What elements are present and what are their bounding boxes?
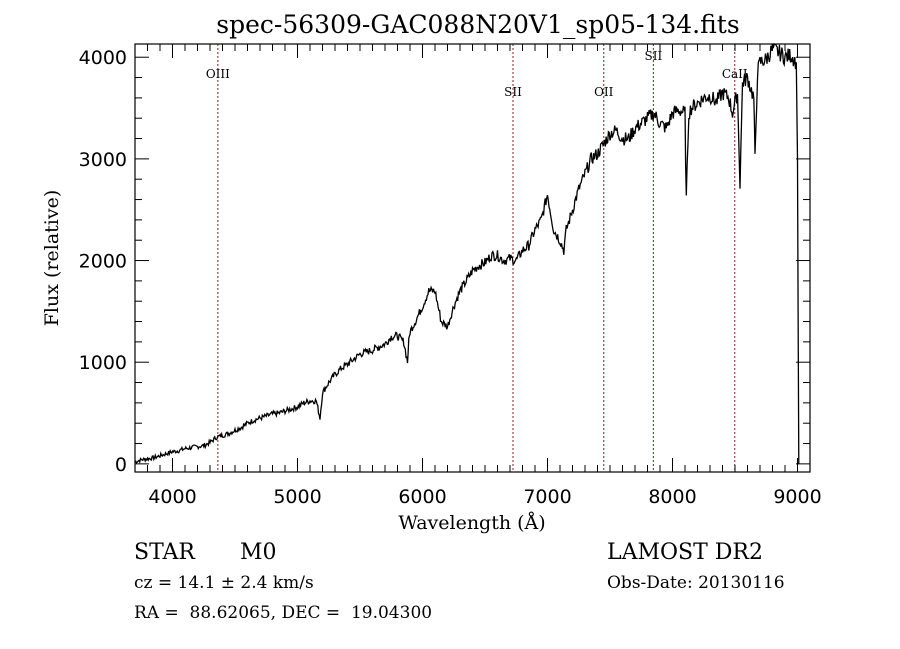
redshift-cz: cz = 14.1 ± 2.4 km/s	[134, 573, 314, 593]
plot-frame	[134, 43, 811, 473]
marker-label-3: SII	[645, 49, 663, 63]
object-type: STAR	[134, 540, 195, 565]
spectrum-series	[134, 42, 800, 465]
marker-label-2: OII	[594, 85, 614, 99]
x-tick-label: 5000	[273, 486, 321, 508]
y-tick-label: 1000	[79, 352, 127, 374]
x-tick-label: 4000	[148, 486, 196, 508]
y-tick-label: 4000	[79, 47, 127, 69]
x-tick-label: 9000	[773, 486, 821, 508]
x-tick-labels: 4000 5000 6000 7000 8000 9000	[148, 486, 821, 508]
coordinates: RA = 88.62065, DEC = 19.04300	[134, 603, 433, 623]
y-tick-labels: 0 1000 2000 3000 4000	[79, 47, 127, 476]
axis-ticks	[134, 44, 811, 472]
x-tick-label: 6000	[398, 486, 446, 508]
y-tick-label: 2000	[79, 251, 127, 273]
x-tick-label: 8000	[648, 486, 696, 508]
subclass: M0	[240, 540, 277, 565]
x-axis-label: Wavelength (Å)	[398, 512, 545, 534]
survey-name: LAMOST DR2	[607, 540, 763, 565]
marker-label-4: CaII	[722, 67, 748, 81]
obs-date: Obs-Date: 20130116	[607, 573, 785, 593]
marker-label-0: OIII	[206, 67, 230, 81]
x-tick-label: 7000	[523, 486, 571, 508]
y-tick-label: 3000	[79, 149, 127, 171]
y-axis-label: Flux (relative)	[41, 190, 63, 327]
chart-title: spec-56309-GAC088N20V1_sp05-134.fits	[216, 10, 739, 39]
spectrum-line	[134, 42, 800, 465]
y-tick-label: 0	[115, 454, 127, 476]
marker-label-1: SII	[504, 85, 522, 99]
